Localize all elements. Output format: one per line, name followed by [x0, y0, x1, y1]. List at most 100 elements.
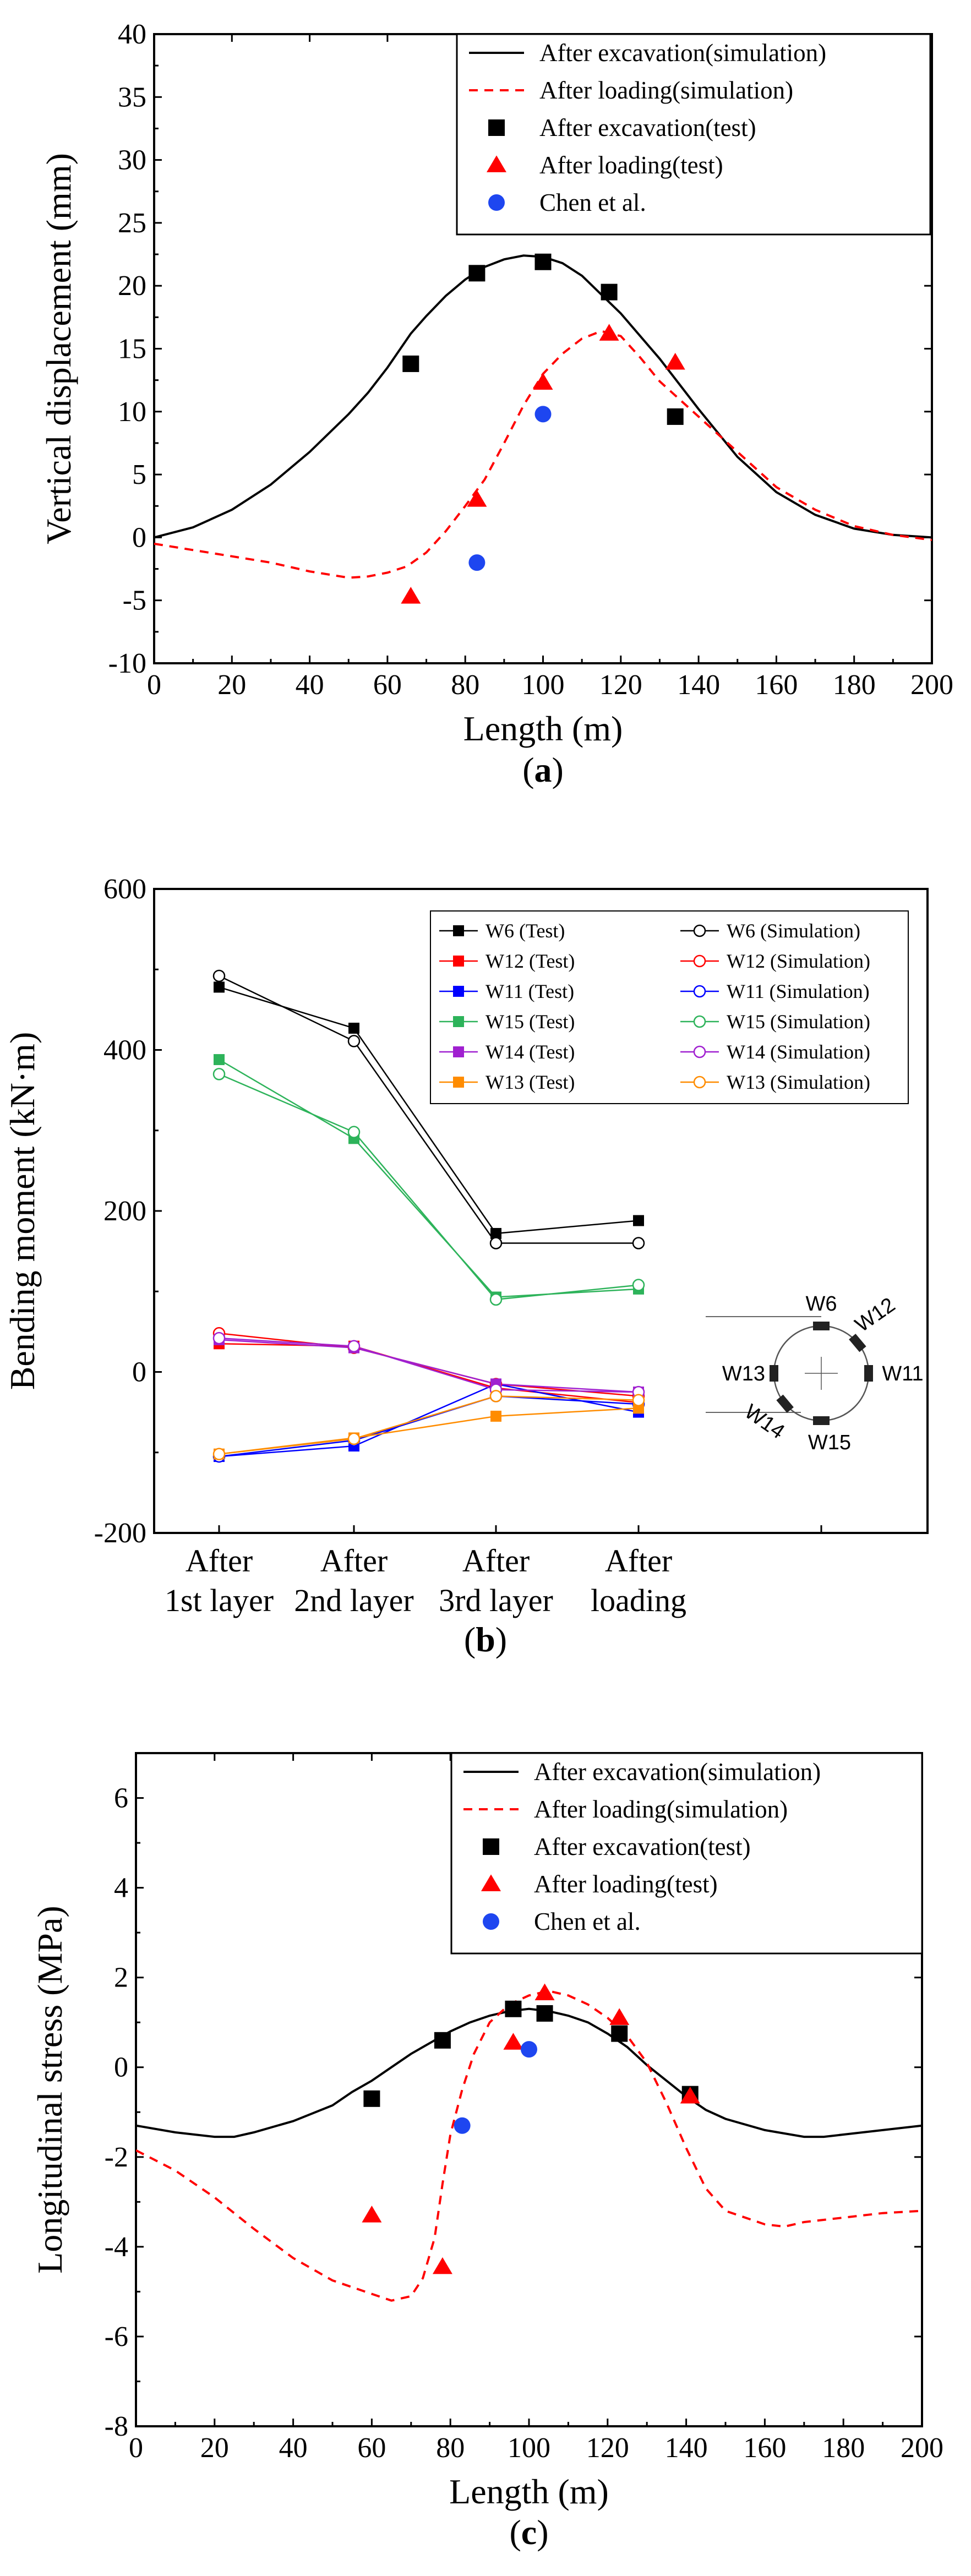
panel-label: (b)	[464, 1620, 507, 1659]
plot-area	[212, 969, 645, 1463]
y-tick-label: -6	[105, 2321, 128, 2353]
legend-box	[450, 1752, 923, 1955]
y-tick-label: -200	[94, 1518, 146, 1549]
series-line-1	[136, 1990, 922, 2302]
x-category-label: loading	[591, 1582, 686, 1618]
data-point	[503, 2033, 523, 2050]
data-point	[534, 1983, 555, 2001]
series-line-11	[219, 1395, 639, 1455]
panel-paren: )	[495, 1620, 507, 1659]
y-axis-title: Bending moment (kN·m)	[3, 1032, 42, 1390]
legend-swatch-marker	[693, 924, 706, 937]
series-line-7	[219, 1073, 639, 1301]
data-point	[434, 2032, 451, 2049]
panel-paren: )	[552, 750, 564, 789]
panel-c: 0 20 40 60 80 100 120 140 160 180 200 -8 -6 -4 -2 0 2 4 6 L…	[30, 1752, 943, 2552]
data-point	[212, 969, 226, 983]
series-line-0	[219, 986, 639, 1235]
data-point	[467, 490, 487, 507]
y-tick-label: 0	[132, 522, 146, 553]
legend-label: Chen et al.	[539, 189, 646, 216]
legend-label: W6 (Simulation)	[727, 920, 860, 942]
x-tick-label: 0	[129, 2432, 143, 2464]
y-tick-label: -4	[105, 2231, 128, 2263]
legend-swatch	[487, 155, 506, 172]
x-tick-label: 120	[599, 669, 642, 701]
panel-paren: (	[464, 1620, 476, 1659]
x-tick-label: 100	[508, 2432, 550, 2464]
x-tick-label: 100	[522, 669, 565, 701]
y-tick-label: 0	[132, 1357, 146, 1388]
panel-a: 0 20 40 60 80 100 120 140 160 180 200 -10 -5 0 5 10 15 20…	[39, 19, 953, 789]
data-point	[212, 1331, 226, 1345]
data-point	[536, 2005, 553, 2022]
data-point	[454, 2117, 471, 2134]
data-point	[611, 2025, 628, 2042]
x-tick-label: 200	[901, 2432, 943, 2464]
legend-label: After excavation(simulation)	[539, 39, 826, 67]
legend: W6 (Test) W6 (Simulation) W12 (Test) W12 (S…	[430, 910, 909, 1104]
x-tick-label: 200	[910, 669, 953, 701]
x-category-label: After	[186, 1543, 253, 1579]
legend-label: W11 (Test)	[485, 980, 574, 1002]
series-line-8	[219, 1339, 639, 1393]
y-tick-label: -2	[105, 2142, 128, 2173]
data-point	[490, 1410, 501, 1422]
panel-letter: c	[521, 2513, 537, 2552]
series-line-4	[219, 1383, 639, 1458]
cross-section-inset: W6 W12 W13 W11 W14 W15	[706, 1292, 924, 1454]
gauge-marker	[849, 1334, 866, 1352]
x-tick-label: 140	[665, 2432, 708, 2464]
legend-label: W12 (Simulation)	[727, 950, 870, 972]
legend-label: W15 (Test)	[485, 1011, 575, 1033]
y-tick-label: -5	[123, 585, 146, 616]
x-category-label: After	[462, 1543, 530, 1579]
data-point	[533, 373, 553, 390]
y-tick-label: 2	[114, 1962, 128, 1994]
data-point	[401, 587, 421, 604]
legend-swatch-marker	[453, 925, 464, 936]
panel-paren: (	[522, 750, 534, 789]
legend: After excavation(simulation) After loadin…	[456, 33, 931, 236]
x-tick-label: 180	[822, 2432, 865, 2464]
data-point	[601, 283, 618, 301]
panel-letter: b	[476, 1620, 495, 1659]
legend-swatch-marker	[453, 1046, 464, 1057]
plot-area	[136, 1983, 922, 2302]
x-tick-label: 20	[200, 2432, 229, 2464]
data-point	[362, 2206, 382, 2223]
legend-swatch-marker	[693, 985, 706, 998]
data-point	[633, 1215, 644, 1226]
panel-letter: a	[534, 750, 552, 789]
panel-paren: )	[537, 2513, 548, 2552]
data-point	[432, 2257, 452, 2274]
legend-swatch-marker	[453, 986, 464, 997]
data-point	[347, 1340, 361, 1352]
data-point	[667, 408, 684, 425]
x-category-label: After	[320, 1543, 388, 1579]
series-line-1	[219, 975, 639, 1244]
gauge-marker	[770, 1365, 778, 1382]
y-tick-label: 400	[103, 1035, 146, 1066]
legend-swatch-marker	[693, 1015, 706, 1028]
legend-label: W13 (Test)	[485, 1071, 575, 1093]
data-point	[609, 2008, 630, 2025]
data-point	[347, 1126, 361, 1138]
y-tick-label: -8	[105, 2411, 128, 2442]
x-tick-label: 60	[357, 2432, 386, 2464]
data-point	[632, 1394, 645, 1406]
series-line-2	[219, 1343, 639, 1404]
y-tick-label: 200	[103, 1196, 146, 1227]
gauge-marker	[813, 1322, 830, 1330]
legend-swatch-marker	[693, 954, 706, 968]
series-line-6	[219, 1059, 639, 1298]
legend-swatch-marker	[453, 956, 464, 967]
x-tick-label: 80	[436, 2432, 465, 2464]
legend-label: After excavation(simulation)	[534, 1758, 821, 1786]
panel-paren: (	[509, 2513, 521, 2552]
data-point	[490, 1227, 501, 1239]
data-point	[534, 406, 552, 423]
legend-swatch-marker	[453, 1016, 464, 1027]
data-point	[632, 1279, 645, 1291]
series-line-9	[219, 1337, 639, 1393]
